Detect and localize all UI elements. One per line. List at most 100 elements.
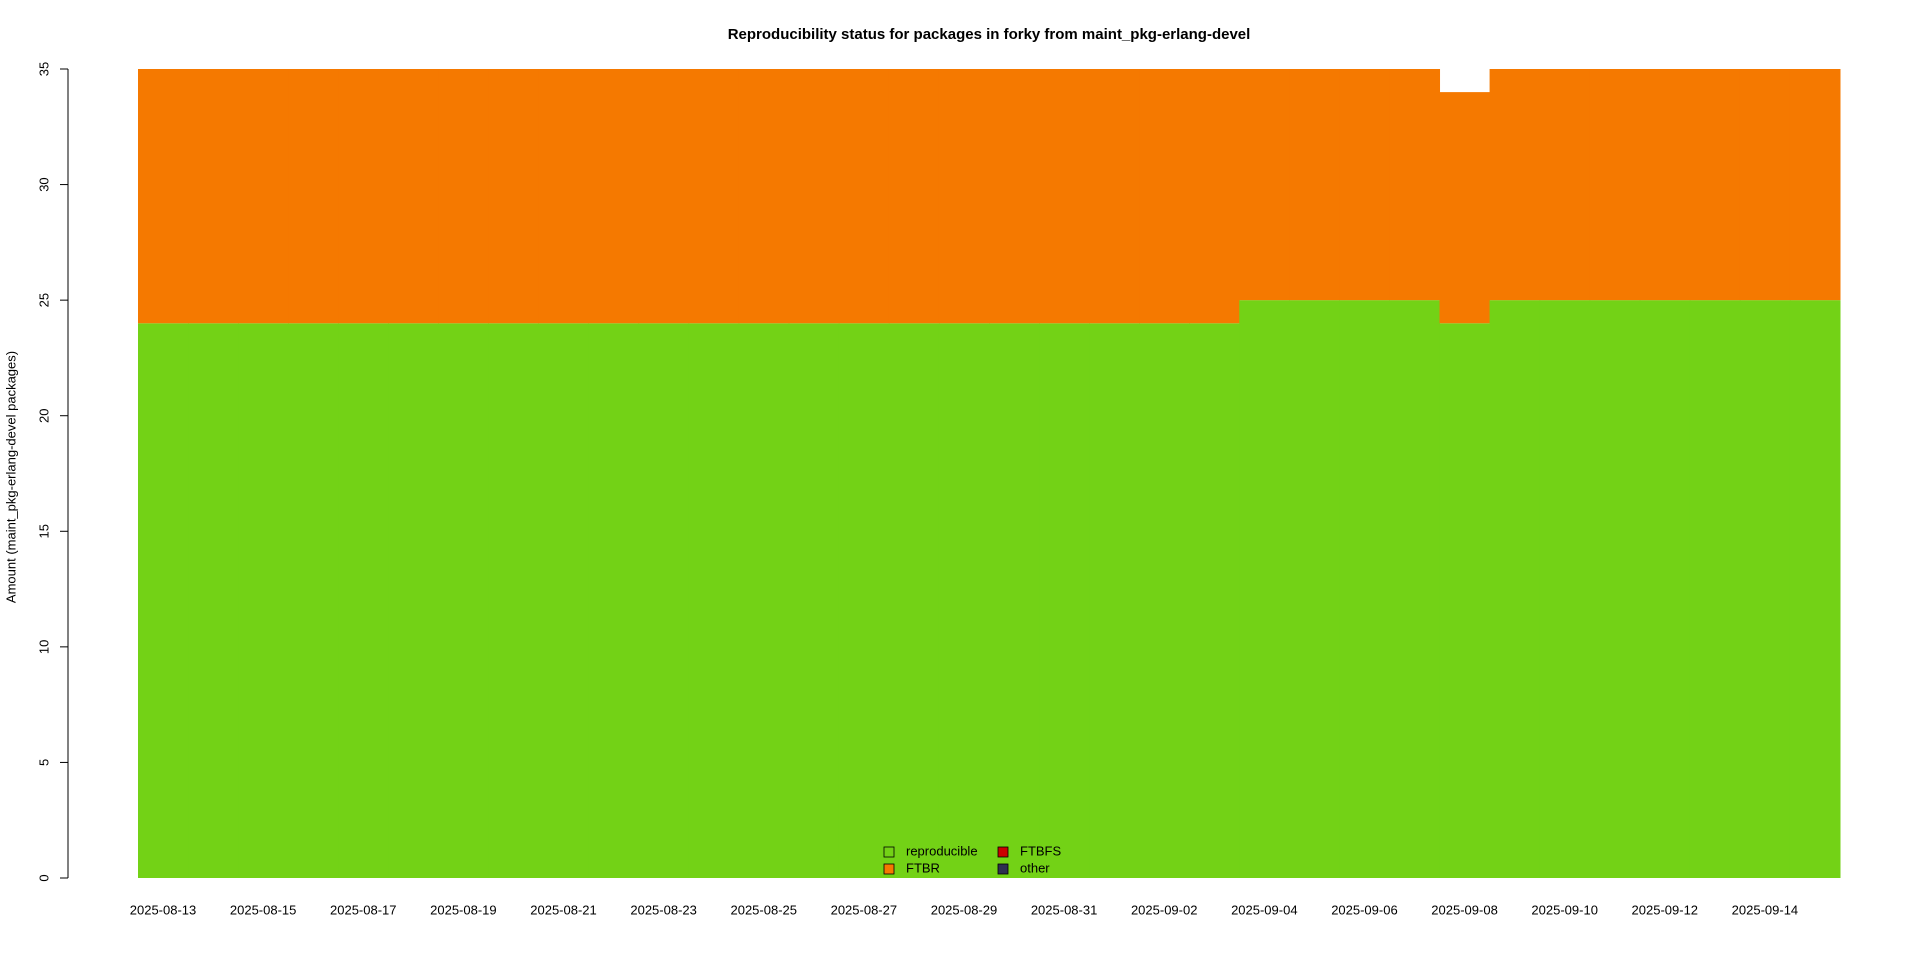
bar-segment: [488, 69, 539, 324]
legend-swatch: [997, 846, 1009, 858]
legend-swatch: [883, 846, 895, 858]
x-tick-label: 2025-08-13: [130, 902, 197, 917]
bar-segment: [388, 323, 439, 878]
x-tick-label: 2025-08-31: [1031, 902, 1098, 917]
bar-segment: [538, 69, 590, 324]
bar-segment: [1439, 323, 1491, 878]
x-tick-label: 2025-08-15: [230, 902, 297, 917]
bar-segment: [1239, 69, 1290, 301]
bar-segment: [388, 69, 439, 324]
x-tick-label: 2025-08-27: [831, 902, 898, 917]
bar-segment: [888, 69, 940, 324]
bar-segment: [1589, 69, 1641, 301]
x-tick-label: 2025-09-14: [1732, 902, 1799, 917]
y-tick-label: 5: [36, 759, 51, 766]
bar-segment: [638, 323, 690, 878]
bar-segment: [838, 323, 890, 878]
x-tick-label: 2025-08-21: [530, 902, 597, 917]
bar-segment: [1039, 69, 1090, 324]
bar-segment: [588, 323, 640, 878]
bar-segment: [338, 69, 389, 324]
bar-segment: [1539, 300, 1591, 879]
bar-segment: [688, 323, 740, 878]
x-tick-label: 2025-09-06: [1331, 902, 1398, 917]
bar-segment: [1539, 69, 1591, 301]
bar-segment: [338, 323, 389, 878]
bar-segment: [1139, 69, 1190, 324]
bar-segment: [1789, 69, 1841, 301]
bar-segment: [438, 323, 489, 878]
bar-segment: [638, 69, 690, 324]
bar-segment: [989, 323, 1040, 878]
bar-segment: [138, 69, 189, 324]
bar-segment: [1639, 69, 1691, 301]
bar-segment: [989, 69, 1040, 324]
bar-segment: [688, 69, 740, 324]
bar-segment: [788, 323, 840, 878]
bar-segment: [1139, 323, 1190, 878]
x-tick-label: 2025-08-17: [330, 902, 397, 917]
bar-segment: [1289, 300, 1340, 879]
bar-segment: [1389, 300, 1441, 879]
legend-label: FTBR: [906, 860, 940, 875]
x-tick-label: 2025-08-25: [730, 902, 797, 917]
bar-segment: [1189, 69, 1240, 324]
bar-segment: [238, 323, 289, 878]
bar-segment: [738, 69, 790, 324]
x-tick-label: 2025-09-04: [1231, 902, 1298, 917]
bar-segment: [1639, 300, 1691, 879]
x-tick-label: 2025-08-29: [931, 902, 998, 917]
bar-segment: [1039, 323, 1090, 878]
bar-segment: [188, 69, 239, 324]
bar-segment: [1339, 69, 1390, 301]
bar-segment: [888, 323, 940, 878]
bar-segment: [1239, 300, 1290, 879]
y-tick-label: 30: [36, 177, 51, 191]
legend-label: FTBFS: [1020, 843, 1061, 858]
bar-segment: [1739, 69, 1791, 301]
bar-segment: [788, 69, 840, 324]
legend-swatch: [997, 863, 1009, 875]
bar-segment: [138, 323, 189, 878]
y-tick-label: 15: [36, 524, 51, 538]
bar-segment: [288, 69, 339, 324]
bar-segment: [1739, 300, 1791, 879]
bar-segment: [1389, 69, 1441, 301]
bar-segment: [1339, 300, 1390, 879]
bar-segment: [1689, 300, 1741, 879]
bar-segment: [938, 69, 990, 324]
bar-segment: [738, 323, 790, 878]
y-axis-label: Amount (maint_pkg-erlang-devel packages): [3, 351, 18, 603]
bar-segment: [1189, 323, 1240, 878]
bar-segment: [288, 323, 339, 878]
bar-segment: [538, 323, 590, 878]
bar-segment: [588, 69, 640, 324]
y-tick-label: 20: [36, 408, 51, 422]
bar-segment: [1439, 92, 1491, 324]
bar-segment: [188, 323, 239, 878]
x-tick-label: 2025-08-23: [630, 902, 697, 917]
legend-swatch: [883, 863, 895, 875]
legend-label: reproducible: [906, 843, 978, 858]
bar-segment: [1789, 300, 1841, 879]
x-tick-label: 2025-09-12: [1632, 902, 1699, 917]
bar-segment: [1289, 69, 1340, 301]
bar-segment: [238, 69, 289, 324]
bar-segment: [488, 323, 539, 878]
bar-segment: [838, 69, 890, 324]
bar-segment: [1489, 69, 1541, 301]
bar-segment: [1489, 300, 1541, 879]
legend-label: other: [1020, 860, 1050, 875]
bar-segment: [438, 69, 489, 324]
bar-segment: [1689, 69, 1741, 301]
bar-segment: [1089, 69, 1140, 324]
bar-segment: [938, 323, 990, 878]
chart-title: Reproducibility status for packages in f…: [728, 26, 1251, 43]
x-tick-label: 2025-08-19: [430, 902, 497, 917]
x-tick-label: 2025-09-08: [1431, 902, 1498, 917]
y-tick-label: 10: [36, 640, 51, 654]
y-tick-label: 25: [36, 293, 51, 307]
x-tick-label: 2025-09-02: [1131, 902, 1198, 917]
